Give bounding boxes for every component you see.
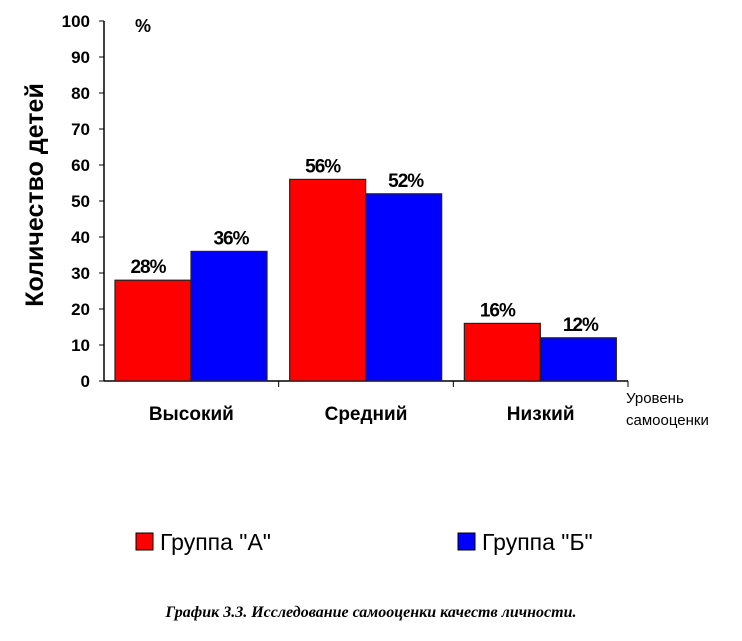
bar <box>539 337 617 382</box>
data-label: 28% <box>130 257 166 278</box>
y-tick-label: 80 <box>71 84 90 103</box>
bar <box>114 279 192 382</box>
legend-swatch <box>135 532 154 551</box>
y-tick-label: 100 <box>62 12 90 31</box>
y-tick-label: 10 <box>71 336 90 355</box>
data-label: 56% <box>305 156 341 177</box>
figure-caption: График 3.3. Исследование самооценки каче… <box>165 604 577 621</box>
legend-label: Группа "Б" <box>482 529 593 555</box>
data-label: 16% <box>480 300 516 321</box>
y-tick-label: 60 <box>71 156 90 175</box>
y-tick-label: 70 <box>71 120 90 139</box>
bar <box>365 193 443 382</box>
legend-swatch <box>457 532 476 551</box>
x-tick-label: Низкий <box>507 404 575 425</box>
data-label: 12% <box>563 315 599 336</box>
y-tick-label: 40 <box>71 228 90 247</box>
data-label: 52% <box>388 171 424 192</box>
data-label: 36% <box>213 228 249 249</box>
y-axis-title: Количество детей <box>21 83 49 307</box>
bar-chart: 0 10 20 30 40 50 60 70 80 90 100 % Количество детей В… <box>21 12 709 555</box>
x-axis-title: самооценки <box>626 412 709 429</box>
x-tick-label: Высокий <box>149 404 234 425</box>
y-tick-label: 0 <box>81 372 90 391</box>
y-tick-label: 20 <box>71 300 90 319</box>
bar <box>463 322 541 382</box>
bar <box>289 178 367 382</box>
x-axis-title: Уровень <box>626 390 684 407</box>
x-tick-label: Средний <box>325 404 408 425</box>
bar <box>190 250 268 382</box>
y-unit-label: % <box>135 16 151 36</box>
y-tick-label: 50 <box>71 192 90 211</box>
y-tick-label: 90 <box>71 48 90 67</box>
y-tick-label: 30 <box>71 264 90 283</box>
legend-label: Группа "А" <box>160 529 271 555</box>
